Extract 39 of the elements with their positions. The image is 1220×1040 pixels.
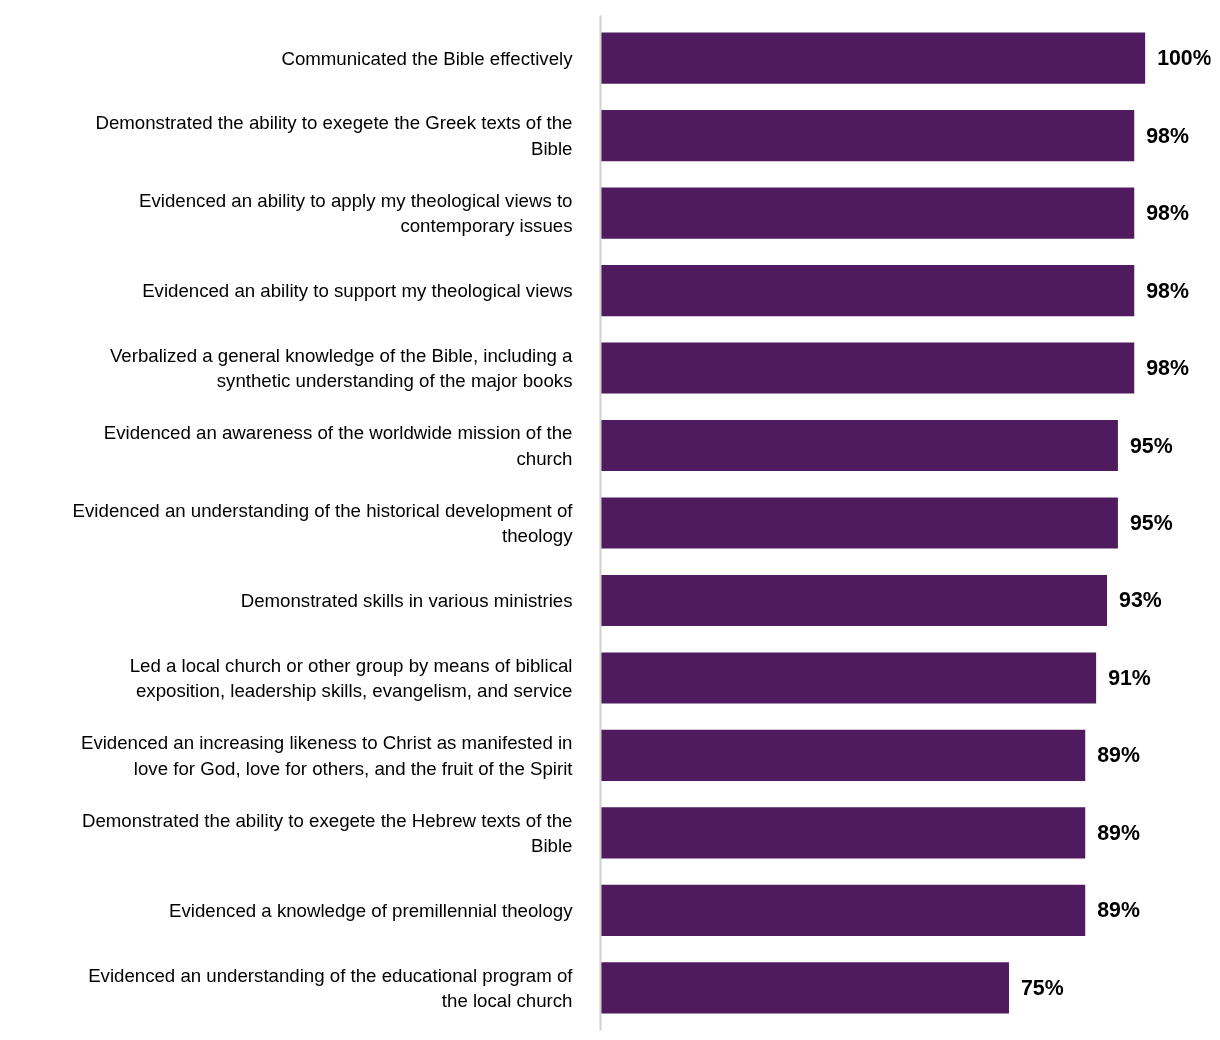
bar bbox=[600, 110, 1135, 162]
y-tick-label: Evidenced an understanding of the historical development of theology bbox=[72, 499, 574, 547]
bar bbox=[600, 187, 1135, 239]
data-label: 98% bbox=[1146, 201, 1189, 226]
bar bbox=[600, 807, 1086, 859]
data-label: 98% bbox=[1146, 278, 1189, 303]
y-tick-label: Evidenced an ability to apply my theological views to contemporary issues bbox=[139, 189, 573, 237]
y-tick-label: Led a local church or other group by means of biblical exposition, leadership skills, evangelism, and service bbox=[129, 654, 573, 702]
bar bbox=[600, 32, 1146, 84]
y-tick-label: Demonstrated the ability to exegete the Hebrew texts of the Bible bbox=[81, 809, 573, 857]
y-tick-label: Communicated the Bible effectively bbox=[281, 47, 574, 69]
data-label: 89% bbox=[1097, 820, 1140, 845]
y-tick-label: Evidenced an understanding of the educational program of the local church bbox=[88, 964, 574, 1011]
bar bbox=[600, 342, 1135, 394]
bar bbox=[600, 729, 1086, 782]
bar bbox=[600, 884, 1086, 936]
bar bbox=[600, 497, 1118, 549]
data-label: 100% bbox=[1157, 46, 1212, 71]
bar bbox=[600, 574, 1108, 627]
data-label: 98% bbox=[1146, 356, 1189, 381]
bar bbox=[600, 419, 1118, 472]
data-label: 95% bbox=[1129, 511, 1173, 535]
data-label: 89% bbox=[1097, 743, 1140, 768]
data-label: 98% bbox=[1146, 123, 1189, 148]
bar bbox=[600, 962, 1009, 1014]
bar bbox=[600, 264, 1135, 317]
y-tick-label: Evidenced an awareness of the worldwide mission of the church bbox=[103, 422, 573, 469]
data-label: 75% bbox=[1020, 975, 1064, 1000]
y-tick-label: Evidenced an increasing likeness to Christ as manifested in love for God, love for others, and the fruit of the Spirit bbox=[80, 732, 574, 779]
data-label: 95% bbox=[1129, 433, 1173, 458]
y-tick-label: Demonstrated the ability to exegete the Greek texts of the Bible bbox=[95, 112, 573, 159]
data-label: 91% bbox=[1108, 665, 1151, 690]
data-label: 89% bbox=[1097, 898, 1140, 923]
y-tick-label: Evidenced an ability to support my theological views bbox=[142, 280, 573, 302]
bar bbox=[600, 652, 1097, 704]
y-tick-label: Verbalized a general knowledge of the Bible, including a synthetic understanding of the major books bbox=[109, 344, 574, 392]
y-tick-label: Demonstrated skills in various ministries bbox=[240, 589, 573, 611]
data-label: 93% bbox=[1119, 588, 1162, 613]
y-tick-label: Evidenced a knowledge of premillennial theology bbox=[169, 899, 574, 921]
